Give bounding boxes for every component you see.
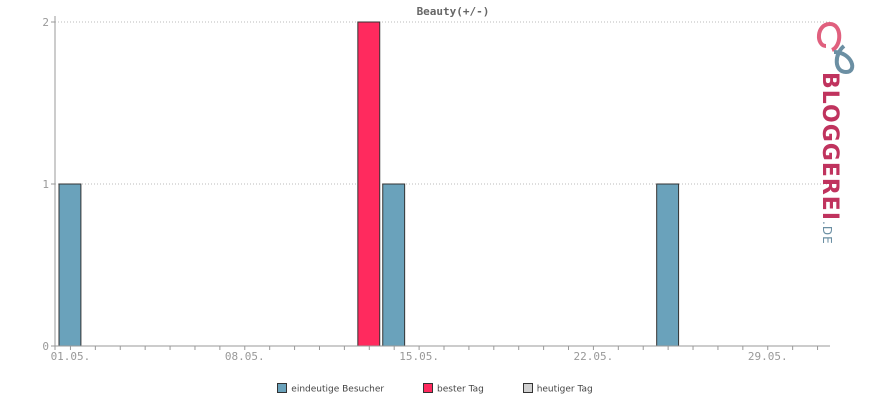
legend-item-today: heutiger Tag xyxy=(522,383,593,395)
grid-lines xyxy=(55,21,830,185)
legend-item-visitors: eindeutige Besucher xyxy=(277,383,385,395)
x-tick-label: 15.05. xyxy=(399,350,439,363)
x-tick-label: 08.05. xyxy=(225,350,265,363)
bar xyxy=(656,183,680,347)
bloggerei-logo xyxy=(812,16,868,216)
bar xyxy=(357,21,381,347)
legend-label: eindeutige Besucher xyxy=(291,384,385,395)
legend-swatch xyxy=(277,383,288,393)
legend-item-best-day: bester Tag xyxy=(423,383,484,395)
legend-label: bester Tag xyxy=(437,384,484,395)
y-tick-labels: 0 1 2 xyxy=(42,16,49,353)
chart-title: Beauty(+/-) xyxy=(417,5,490,18)
x-tick-labels: 01.05. 08.05. 15.05. 22.05. 29.05. xyxy=(51,350,788,363)
bar xyxy=(58,183,82,347)
x-tick-label: 01.05. xyxy=(51,350,91,363)
y-tick-label: 1 xyxy=(42,178,49,191)
logo-text: BLOGGEREI xyxy=(817,72,842,222)
logo-wordmark: BLOGGEREI.DE xyxy=(814,72,846,245)
y-tick-label: 2 xyxy=(42,16,49,29)
logo-mark-icon xyxy=(817,21,855,75)
legend-swatch xyxy=(522,383,533,393)
axes xyxy=(51,16,830,350)
x-tick-label: 29.05. xyxy=(748,350,788,363)
legend-label: heutiger Tag xyxy=(536,384,593,395)
bar xyxy=(382,183,406,347)
legend-swatch xyxy=(423,383,433,393)
legend: eindeutige Besucher bester Tag heutiger … xyxy=(0,383,870,395)
y-tick-label: 0 xyxy=(42,340,49,353)
x-tick-label: 22.05. xyxy=(574,350,614,363)
logo-suffix: .DE xyxy=(820,221,834,245)
